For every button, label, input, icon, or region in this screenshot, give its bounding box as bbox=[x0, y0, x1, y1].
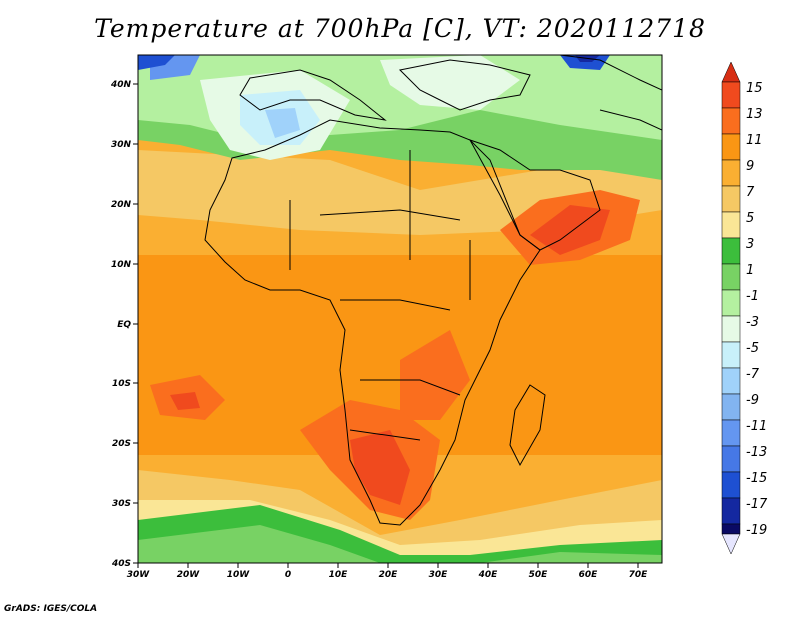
lon-label: 20E bbox=[379, 570, 399, 580]
colorbar-swatch bbox=[721, 445, 741, 473]
colorbar-label: 13 bbox=[746, 107, 763, 122]
credit-text: GrADS: IGES/COLA bbox=[4, 604, 98, 614]
colorbar-over-triangle bbox=[721, 61, 741, 83]
lat-label: 30S bbox=[112, 499, 131, 509]
colorbar-swatch bbox=[721, 133, 741, 161]
colorbar-swatch bbox=[721, 185, 741, 213]
lon-label: 50E bbox=[529, 570, 549, 580]
colorbar-label: 1 bbox=[746, 263, 754, 278]
lat-label: 40S bbox=[111, 559, 131, 569]
colorbar-swatch bbox=[721, 471, 741, 499]
map-title: Temperature at 700hPa [C], VT: 202011271… bbox=[94, 14, 706, 43]
colorbar-label: -9 bbox=[746, 393, 759, 408]
colorbar-swatch bbox=[721, 107, 741, 135]
lon-label: 30W bbox=[127, 570, 151, 580]
lat-label: 10S bbox=[112, 379, 131, 389]
lat-label: 10N bbox=[111, 260, 132, 270]
lon-label: 10E bbox=[329, 570, 349, 580]
lon-label: 70E bbox=[629, 570, 649, 580]
lon-axis: 30W 20W 10W 0 10E 20E 30E 40E 50E 60E 70… bbox=[127, 563, 648, 580]
lat-label: 20S bbox=[112, 439, 131, 449]
colorbar-swatch bbox=[721, 81, 741, 109]
colorbar-label: -15 bbox=[746, 471, 767, 486]
colorbar-swatch bbox=[721, 289, 741, 317]
lon-label: 40E bbox=[478, 570, 499, 580]
colorbar-labels: 15 13 11 9 7 5 3 1 -1 -3 -5 -7 -9 -11 -1… bbox=[746, 81, 768, 538]
coastlines bbox=[204, 55, 662, 526]
colorbar-swatch bbox=[721, 159, 741, 187]
colorbar-label: 7 bbox=[746, 185, 755, 200]
colorbar-under-triangle bbox=[721, 533, 741, 555]
lat-label: 20N bbox=[111, 200, 132, 210]
lon-label: 30E bbox=[429, 570, 449, 580]
colorbar-swatch bbox=[721, 523, 741, 535]
colorbar-label: 11 bbox=[746, 133, 763, 148]
lon-label: 60E bbox=[579, 570, 599, 580]
lat-label: 40N bbox=[110, 80, 132, 90]
colorbar-swatch bbox=[721, 393, 741, 421]
colorbar-swatch bbox=[721, 263, 741, 291]
colorbar-swatch bbox=[721, 367, 741, 395]
colorbar-label: 3 bbox=[746, 237, 754, 252]
colorbar-label: -1 bbox=[746, 289, 759, 304]
lon-label: 10W bbox=[227, 570, 251, 580]
lon-label: 20W bbox=[177, 570, 201, 580]
colorbar bbox=[721, 61, 741, 555]
colorbar-label: -5 bbox=[746, 341, 759, 356]
colorbar-swatch bbox=[721, 315, 741, 343]
lat-label: 30N bbox=[111, 140, 132, 150]
temperature-field bbox=[138, 55, 662, 563]
colorbar-label: -17 bbox=[746, 497, 768, 512]
plot-frame bbox=[137, 54, 663, 564]
colorbar-swatch bbox=[721, 211, 741, 239]
colorbar-swatch bbox=[721, 237, 741, 265]
colorbar-label: 15 bbox=[746, 81, 763, 96]
lat-axis: 40N 30N 20N 10N EQ 10S 20S 30S 40S bbox=[110, 80, 138, 569]
colorbar-label: 9 bbox=[746, 159, 754, 174]
colorbar-label: -7 bbox=[746, 367, 760, 382]
colorbar-swatch bbox=[721, 341, 741, 369]
colorbar-swatch bbox=[721, 419, 741, 447]
colorbar-label: -11 bbox=[746, 419, 767, 434]
colorbar-swatch bbox=[721, 497, 741, 525]
lat-label: EQ bbox=[117, 320, 131, 330]
colorbar-label: -19 bbox=[746, 523, 767, 538]
colorbar-label: 5 bbox=[746, 211, 754, 226]
colorbar-label: -3 bbox=[746, 315, 759, 330]
lon-label: 0 bbox=[285, 570, 291, 580]
colorbar-label: -13 bbox=[746, 445, 767, 460]
